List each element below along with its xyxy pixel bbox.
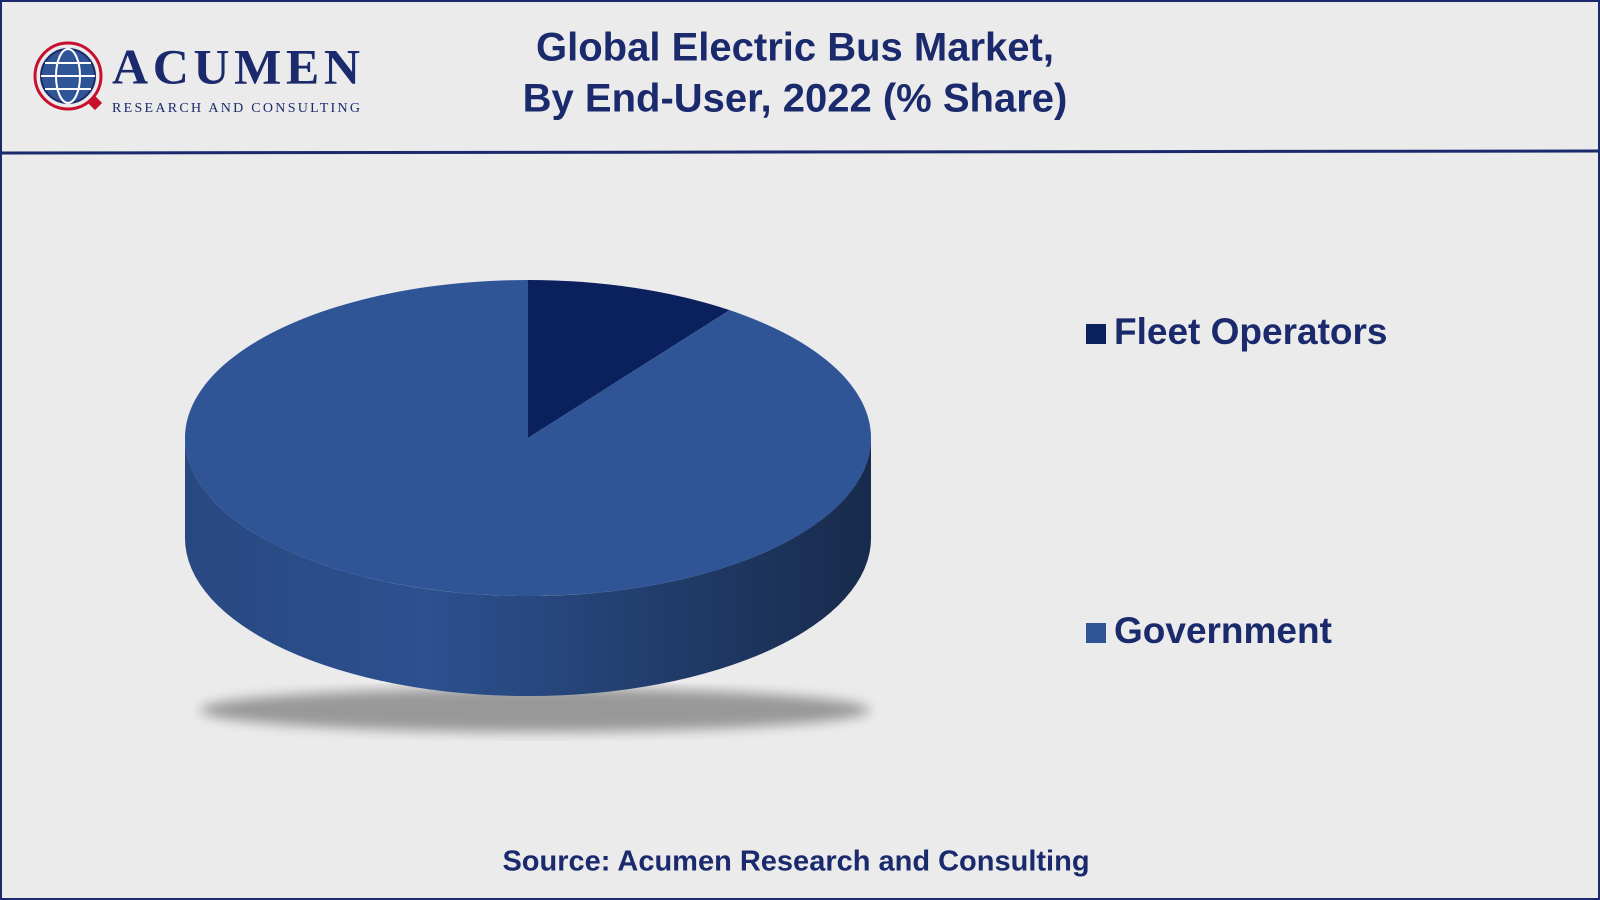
pie-slice bbox=[185, 280, 871, 596]
chart-title: By End-User, 2022 (% Share) bbox=[523, 77, 1068, 121]
logo-ring bbox=[33, 41, 103, 111]
logo: ACUMEN RESEARCH AND CONSULTING bbox=[33, 38, 360, 116]
legend-label: Fleet Operators bbox=[1114, 311, 1387, 352]
pie-shadow bbox=[200, 688, 870, 732]
legend-label: Government bbox=[1114, 610, 1332, 651]
logo-tagline: RESEARCH AND CONSULTING bbox=[112, 101, 360, 116]
pie-slice bbox=[528, 280, 730, 438]
legend-swatch bbox=[1086, 324, 1106, 344]
pie-side-shade bbox=[185, 438, 871, 696]
chart-title: Global Electric Bus Market, bbox=[536, 26, 1054, 70]
legend-swatch bbox=[1086, 623, 1106, 643]
source-note: Source: Acumen Research and Consulting bbox=[502, 846, 1089, 878]
logo-name: ACUMEN bbox=[112, 38, 360, 94]
header-rule bbox=[0, 149, 1600, 155]
